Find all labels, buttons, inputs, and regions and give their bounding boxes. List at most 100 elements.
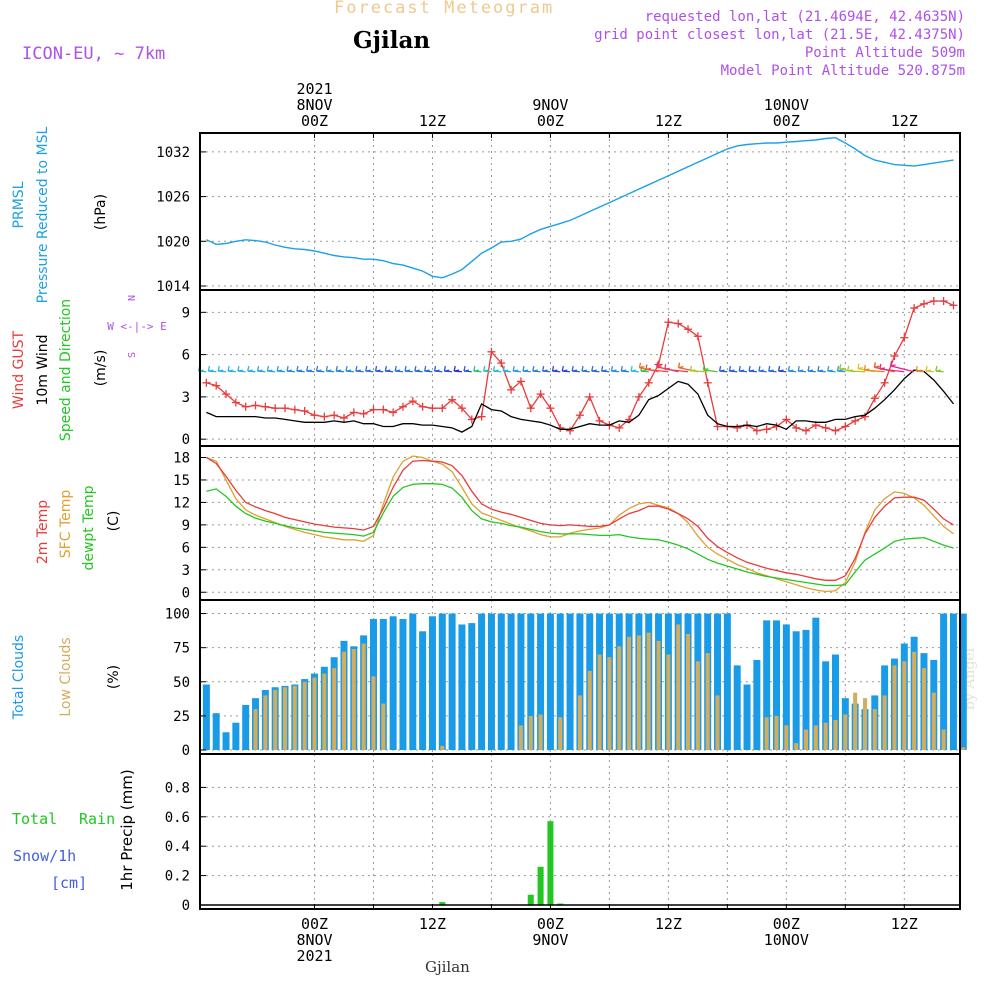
wind-arrow	[935, 365, 944, 373]
wind-arrow	[237, 365, 246, 373]
gridpoint-coords: grid point closest lon,lat (21.5E, 42.43…	[594, 27, 965, 43]
clouds-unit: (%)	[106, 665, 122, 689]
low-cloud-bar	[656, 640, 661, 750]
wind-arrow-head-a	[719, 369, 725, 372]
wind-arrow	[483, 365, 492, 373]
wind-arrow-head-b	[620, 365, 623, 372]
wind-arrow	[522, 365, 531, 373]
wind-arrow-head-a	[591, 369, 597, 372]
y-tick-label: 1014	[156, 279, 190, 295]
dewpt-temp-line	[206, 483, 954, 587]
wind-arrow-head-a	[621, 369, 627, 372]
gust-marker	[802, 426, 810, 435]
wind-arrow	[286, 365, 295, 373]
wind-arrow	[879, 363, 905, 373]
wind-arrow-head-a	[645, 367, 652, 371]
temp-sfc-label: SFC Temp	[58, 490, 74, 559]
total-cloud-bar	[458, 624, 466, 750]
gust-marker	[261, 402, 270, 411]
total-cloud-bar	[822, 661, 830, 750]
wind-arrow-head-a	[857, 367, 864, 370]
wind-arrow-head-a	[935, 369, 941, 372]
gust-marker	[222, 390, 231, 399]
precip-bar	[439, 902, 446, 905]
total-cloud-bar	[202, 684, 210, 750]
wind-arrow-head-a	[444, 369, 450, 372]
wind-arrow-shaft	[690, 370, 708, 373]
wind-arrow	[207, 365, 217, 373]
gust-marker	[231, 398, 240, 407]
wind-arrow	[424, 365, 433, 373]
wind-arrow-shaft	[645, 368, 669, 373]
time-axis-label: 12Z	[419, 112, 446, 130]
low-cloud-bar	[636, 635, 641, 750]
wind-arrow-head-b	[836, 365, 840, 372]
wind-arrow-head-a	[690, 369, 696, 372]
wind-arrow-head-b	[702, 364, 705, 370]
total-cloud-bar	[782, 624, 790, 750]
y-tick-label: 15	[173, 473, 190, 489]
total-cloud-bar	[743, 684, 751, 750]
wind-arrow-head-a	[778, 369, 784, 372]
wind-arrow	[748, 365, 757, 373]
gust-marker	[536, 390, 545, 399]
chart-title: Forecast Meteogram	[334, 0, 555, 18]
gust-marker	[939, 297, 948, 306]
time-axis-label: 12Z	[419, 915, 446, 933]
wind-arrow	[591, 365, 600, 373]
low-cloud-bar	[912, 651, 917, 750]
wind-arrow-shaft	[703, 369, 718, 373]
time-axis-label: 00Z	[301, 112, 328, 130]
wind-arrow-head-a	[739, 369, 745, 372]
total-cloud-bar	[507, 613, 515, 750]
wind-arrow-head-b	[365, 365, 368, 372]
wind-arrow-head-a	[827, 369, 833, 372]
wind-arrow-head-a	[864, 368, 870, 371]
wind-arrow	[394, 365, 404, 373]
wind-arrow-head-b	[532, 365, 535, 372]
wind-arrow-head-b	[738, 365, 741, 372]
low-cloud-bar	[892, 665, 897, 750]
total-cloud-bar	[546, 613, 554, 750]
low-cloud-bar	[312, 677, 317, 750]
low-cloud-bar	[921, 668, 926, 750]
low-cloud-bar	[273, 689, 278, 750]
wind-arrow-head-a	[237, 369, 244, 372]
panel-frame-precip	[199, 753, 961, 910]
gust-marker	[910, 304, 919, 313]
wind-arrow-head-a	[639, 366, 645, 369]
low-cloud-bar	[833, 719, 838, 750]
low-cloud-bar	[764, 717, 769, 750]
y-tick-label: 0.6	[165, 810, 190, 826]
wind-arrow-head-a	[817, 369, 824, 372]
wind-arrow	[296, 365, 305, 373]
wind-arrow	[777, 365, 787, 373]
wind-arrow	[443, 365, 453, 373]
wind-arrow	[502, 365, 512, 373]
point-altitude: Point Altitude 509m	[804, 45, 965, 61]
wind-arrow-head-a	[375, 369, 381, 372]
wind-arrow-head-b	[424, 365, 427, 372]
wind-arrow-head-b	[925, 365, 928, 372]
wind-arrow-head-b	[512, 365, 515, 372]
wind-arrow-head-b	[522, 365, 525, 372]
gust-marker	[281, 404, 290, 413]
wind-arrow-head-b	[463, 365, 466, 372]
wind-arrow	[664, 364, 689, 373]
y-tick-label: 1020	[156, 234, 190, 250]
gust-marker	[428, 404, 437, 413]
y-tick-label: 0.8	[165, 780, 190, 796]
y-tick-label: 25	[173, 709, 190, 725]
low-cloud-bar	[666, 654, 671, 750]
total-cloud-bar	[959, 613, 967, 750]
wind-arrow-head-a	[748, 369, 755, 372]
y-tick-label: 0.4	[165, 839, 190, 855]
wind-arrow	[561, 365, 571, 373]
time-axis-label: 2021	[296, 947, 332, 965]
wind-arrow-head-b	[677, 362, 681, 368]
time-axis-label: 12Z	[655, 112, 682, 130]
low-cloud-bar	[381, 703, 386, 750]
wind-arrow-head-a	[208, 369, 214, 372]
gust-marker	[310, 411, 319, 420]
